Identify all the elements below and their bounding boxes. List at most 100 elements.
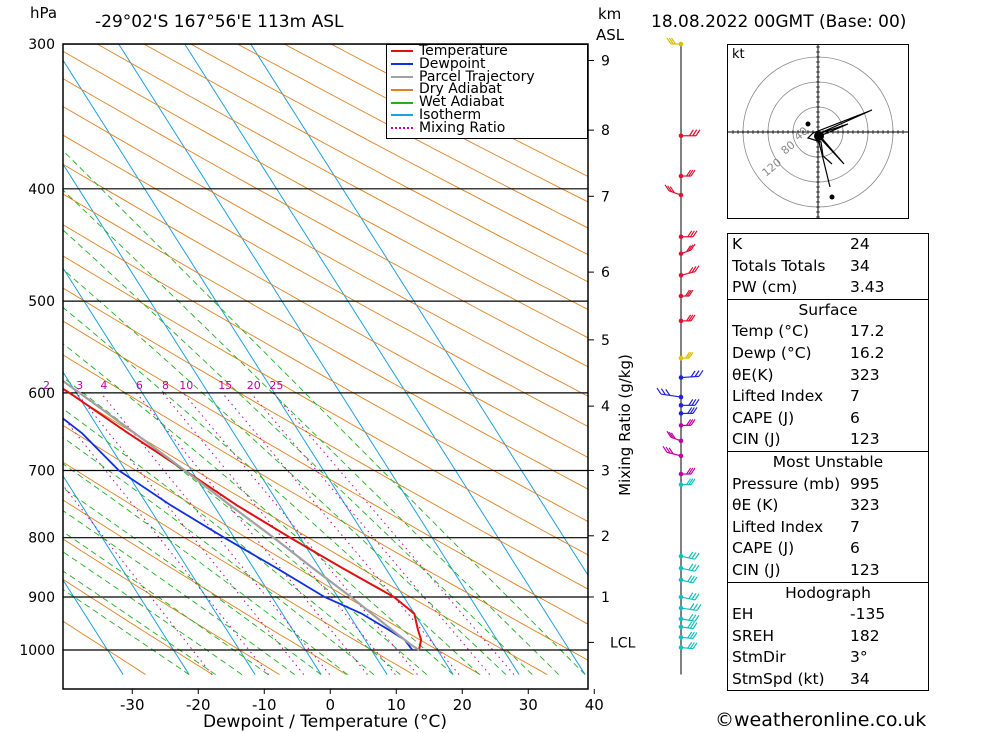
temperature-tick-label: 20 [453,696,472,714]
wet-adiabat-line [63,588,190,675]
asl-label: ASL [596,26,625,44]
hodograph-title: Hodograph [785,583,871,602]
hodograph-point [829,194,835,200]
mixing-ratio-line [136,392,368,675]
dry-adiabat-line [63,78,588,368]
table.surface.rows-row: CAPE (J) 6 [728,408,928,430]
legend-item: Isotherm [387,108,587,122]
table.hodograph.rows-value: 182 [850,626,880,645]
table.surface.rows-label: CIN (J) [732,430,781,449]
table.general-label: K [732,235,743,253]
isotherm-line [250,44,588,577]
table.most_unstable.rows-row: θE (K) 323 [728,495,928,517]
storm-motion-marker [814,131,824,141]
legend-swatch [391,75,413,78]
table.surface.rows-row: Dewp (°C) 16.2 [728,343,928,365]
wet-adiabat-line [63,150,586,675]
wind-barb [678,230,698,240]
wind-barb [678,603,702,612]
wet-adiabat-line [63,189,560,675]
pressure-tick-label: 400 [28,182,55,198]
pressure-unit-label: hPa [30,4,58,22]
legend-label: Mixing Ratio [419,119,506,136]
table.hodograph.rows-value: 3° [850,648,868,667]
wind-barb [678,370,704,380]
table.most_unstable.rows-value: 123 [850,560,880,579]
temperature-tick-label: 30 [519,696,538,714]
table.general-label: PW (cm) [732,278,798,297]
dry-adiabat-line [96,44,588,311]
dry-adiabat-line [63,163,588,458]
wet-adiabat-line [63,436,375,675]
isotherm-line [63,59,454,675]
wet-adiabat-line [63,531,269,675]
table.surface.rows-value: 123 [850,430,880,449]
table.most_unstable.rows-row: Lifted Index 7 [728,517,928,539]
dry-adiabat-line [63,578,213,675]
wind-profile-column [656,37,704,675]
table.surface.rows-row: Lifted Index 7 [728,386,928,408]
dry-adiabat-line [63,106,588,397]
dry-adiabat-line [63,134,588,428]
wind-barb [678,314,696,324]
legend-swatch [391,114,413,117]
table.most_unstable.rows-value: 995 [850,474,880,493]
temperature-tick-label: 0 [325,696,335,714]
dry-adiabat-line [63,287,588,590]
wind-barb [678,621,698,630]
km-label: km [598,5,622,23]
table.surface.rows-row: θE(K) 323 [728,365,928,387]
isotherm-line [63,371,256,675]
pressure-tick-label: 700 [28,463,55,479]
dry-adiabat-line [63,193,588,490]
legend-swatch [391,63,413,66]
table.general-value: 34 [850,256,870,275]
isotherm-line [63,163,388,675]
mixing-ratio-line [250,392,491,675]
height-tick-label: 2 [601,529,610,545]
legend-item: Mixing Ratio [387,119,587,136]
mixing-ratio-label: 15 [218,379,232,392]
table.surface.rows-label: Temp (°C) [732,322,809,341]
mixing-ratio-label: 20 [247,379,261,392]
wind-barb [678,551,700,560]
dry-adiabat-line [63,538,280,675]
dry-adiabat-line [143,44,588,283]
height-tick-label: 1 [601,590,610,606]
datetime-title: 18.08.2022 00GMT (Base: 00) [651,12,907,32]
table.surface.rows-label: CAPE (J) [732,408,795,427]
temperature-tick-label: 10 [387,696,406,714]
height-tick-label: 3 [601,463,610,479]
table.most_unstable.rows-row: CAPE (J) 6 [728,538,928,560]
legend-item: Dry Adiabat [387,83,587,96]
plot-frame [62,43,589,690]
legend-label: Temperature [419,43,508,59]
dry-adiabat-line [63,354,588,661]
table.surface.rows-value: 7 [850,387,860,406]
table.surface.rows-value: 17.2 [850,322,885,341]
mixing-ratio-label: 10 [179,379,193,392]
wind-barb [666,430,684,444]
pressure-tick-label: 800 [28,531,55,547]
table.most_unstable.rows-label: Pressure (mb) [732,474,841,493]
table.hodograph.rows-value: -135 [850,605,886,624]
wind-barb [678,613,700,622]
temperature-tick-label: 40 [585,696,604,714]
height-tick-label: 5 [601,333,610,349]
table.general-row: Totals Totals 34 [728,256,928,278]
height-tick-label: 4 [601,399,610,415]
wet-adiabat-line [63,487,322,675]
table.surface.rows-row: Temp (°C) 17.2 [728,321,928,343]
dry-adiabat-line [63,255,588,556]
height-tick-label: 6 [601,265,610,281]
pressure-tick-label: 600 [28,386,55,402]
legend-swatch [391,50,413,53]
wind-barb [678,289,694,299]
table.general-value: 3.43 [850,278,885,297]
hodograph-trace [806,109,873,165]
wind-barb [678,407,698,416]
wind-barb [678,575,698,584]
wet-adiabat-line [63,408,401,675]
y2-axis-title: Mixing Ratio (g/kg) [616,354,634,496]
table.general-value: 24 [850,235,870,253]
